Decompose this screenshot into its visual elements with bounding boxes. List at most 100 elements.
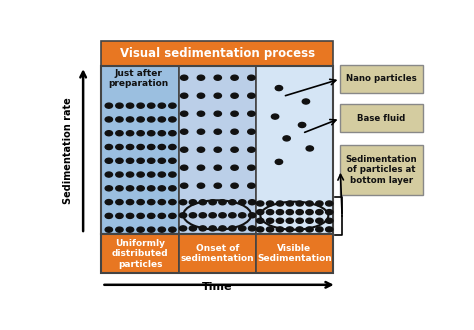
Text: Sedimentation
of particles at
bottom layer: Sedimentation of particles at bottom lay… [346,155,418,185]
Circle shape [158,103,165,108]
Circle shape [296,218,303,223]
Circle shape [116,145,123,149]
Circle shape [137,172,144,177]
Circle shape [238,213,246,218]
Circle shape [179,200,187,205]
Circle shape [189,213,197,218]
Text: Just after
preparation: Just after preparation [109,69,169,88]
Circle shape [158,131,165,136]
Circle shape [296,227,303,232]
Circle shape [228,213,236,218]
Circle shape [181,183,188,188]
Circle shape [137,200,144,205]
Circle shape [127,227,134,232]
Circle shape [181,147,188,152]
Circle shape [197,93,205,98]
Bar [256,234,333,273]
Circle shape [286,218,293,223]
Circle shape [169,200,176,205]
Circle shape [283,136,290,141]
Circle shape [214,75,221,80]
Circle shape [147,227,155,232]
Circle shape [306,146,313,151]
Circle shape [197,111,205,116]
Circle shape [238,226,246,231]
Circle shape [158,214,165,218]
Circle shape [105,131,112,136]
Circle shape [286,227,293,232]
Circle shape [276,210,283,215]
Circle shape [116,172,123,177]
Circle shape [116,227,123,232]
Bar [340,104,423,132]
Circle shape [248,200,256,205]
Circle shape [326,218,333,223]
Circle shape [158,145,165,149]
Circle shape [275,85,283,91]
Circle shape [209,200,216,205]
Circle shape [276,227,283,232]
Circle shape [105,186,112,191]
Circle shape [116,200,123,205]
Circle shape [275,159,283,164]
Circle shape [105,158,112,163]
Circle shape [256,210,264,215]
Circle shape [306,201,313,206]
Circle shape [316,201,323,206]
Text: Uniformly
distributed
particles: Uniformly distributed particles [112,239,168,269]
Circle shape [189,226,197,231]
Circle shape [276,201,283,206]
Circle shape [127,200,134,205]
Circle shape [326,201,333,206]
Circle shape [179,226,187,231]
Circle shape [105,145,112,149]
Circle shape [105,117,112,122]
Circle shape [147,186,155,191]
Circle shape [214,183,221,188]
Circle shape [248,75,255,80]
Circle shape [105,200,112,205]
Circle shape [147,214,155,218]
Circle shape [306,227,313,232]
Circle shape [214,165,221,170]
Text: Onset of
sedimentation: Onset of sedimentation [181,244,254,263]
Circle shape [116,186,123,191]
Circle shape [158,227,165,232]
Circle shape [137,214,144,218]
Circle shape [316,218,323,223]
Circle shape [316,210,323,215]
Circle shape [158,117,165,122]
Circle shape [127,131,134,136]
Circle shape [147,145,155,149]
Circle shape [209,213,216,218]
Circle shape [286,201,293,206]
Circle shape [266,227,273,232]
Circle shape [214,93,221,98]
Circle shape [306,210,313,215]
Bar [340,65,423,93]
Circle shape [105,103,112,108]
Circle shape [181,93,188,98]
Bar [340,145,423,195]
Circle shape [197,129,205,134]
Text: Visible
Sedimentation: Visible Sedimentation [257,244,332,263]
Circle shape [266,201,273,206]
Circle shape [137,186,144,191]
Circle shape [306,218,313,223]
Circle shape [137,227,144,232]
Circle shape [199,200,207,205]
Circle shape [214,129,221,134]
Circle shape [299,122,306,127]
Circle shape [181,129,188,134]
Circle shape [248,93,255,98]
Circle shape [272,114,279,119]
Circle shape [147,200,155,205]
Circle shape [105,172,112,177]
Circle shape [147,131,155,136]
Circle shape [169,214,176,218]
Circle shape [116,158,123,163]
Bar [256,66,333,234]
Circle shape [127,145,134,149]
Circle shape [248,226,256,231]
Circle shape [127,172,134,177]
